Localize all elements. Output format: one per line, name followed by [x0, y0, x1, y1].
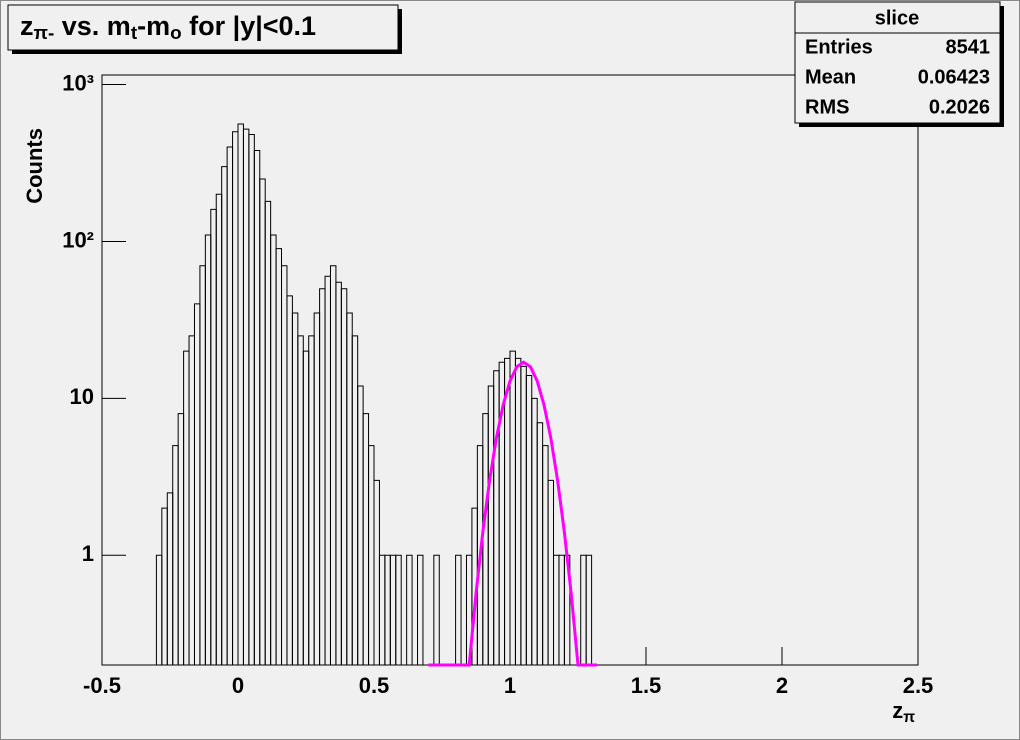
x-tick-label: 0.5: [359, 673, 390, 698]
fit-curve: [428, 360, 598, 667]
text-part: o: [170, 23, 182, 44]
histogram-bin: [395, 554, 402, 665]
y-tick-label: 10²: [62, 227, 94, 252]
x-tick-label: 1.5: [631, 673, 662, 698]
y-axis-label: Counts: [22, 128, 47, 204]
text-part: π-: [34, 23, 55, 44]
stats-label: RMS: [805, 96, 849, 118]
histogram-bin: [585, 554, 593, 665]
title-box: [7, 4, 399, 51]
stats-value: 8541: [946, 36, 991, 58]
y-tick-label: 10: [70, 384, 94, 409]
stats-value: 0.2026: [929, 96, 990, 118]
histogram-bin: [433, 554, 440, 665]
stats-box: [794, 1, 1001, 124]
chart-title: zπ- vs. mt-mo for |y|<0.1: [20, 11, 316, 44]
x-tick-label: 1: [504, 673, 516, 698]
x-axis-label: zπ: [892, 698, 915, 726]
stats-title: slice: [875, 7, 919, 29]
y-tick-label: 1: [82, 541, 94, 566]
text-part: for |y|<0.1: [182, 11, 316, 41]
text-part: π: [903, 709, 915, 726]
histogram-bin: [417, 554, 424, 665]
text-part: z: [892, 698, 903, 723]
text-part: -m: [137, 11, 170, 41]
x-tick-label: 0: [232, 673, 244, 698]
text-part: z: [20, 11, 34, 41]
histogram-bin: [455, 554, 462, 665]
x-tick-label: 2.5: [903, 673, 934, 698]
text-part: t: [131, 23, 138, 44]
stats-label: Mean: [805, 66, 856, 88]
y-tick-label: 10³: [62, 70, 94, 95]
x-tick-label: -0.5: [83, 673, 121, 698]
stats-value: 0.06423: [918, 66, 990, 88]
stats-label: Entries: [805, 36, 873, 58]
histogram-bin: [406, 554, 413, 665]
text-part: vs. m: [54, 11, 131, 41]
x-tick-label: 2: [776, 673, 788, 698]
